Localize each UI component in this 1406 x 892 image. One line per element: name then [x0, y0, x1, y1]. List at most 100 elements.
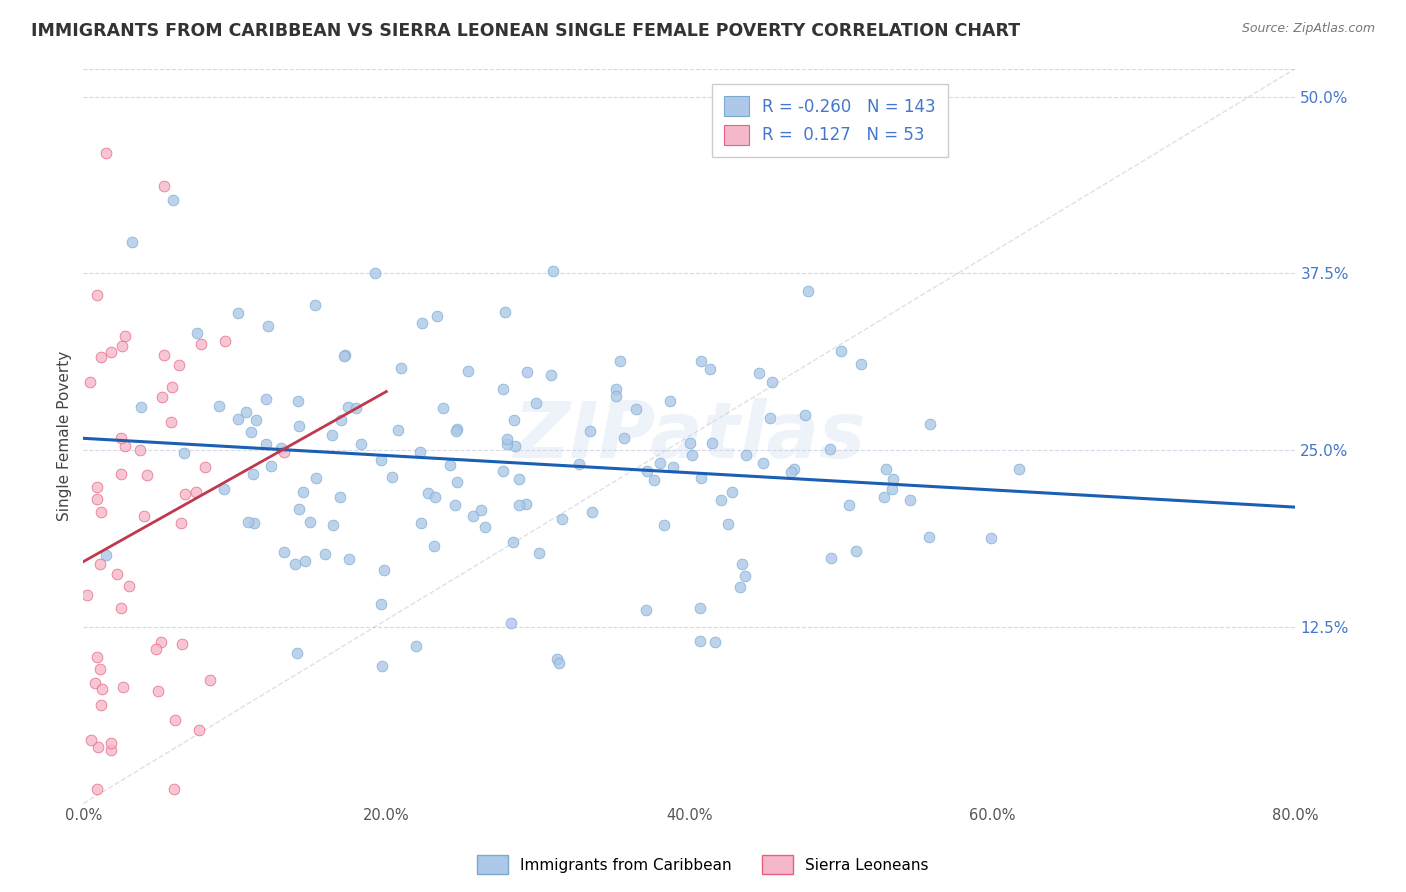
Point — [299, 515, 322, 529]
Text: ZIPatlas: ZIPatlas — [513, 398, 866, 474]
Point — [314, 547, 336, 561]
Point — [188, 723, 211, 737]
Point — [169, 358, 191, 372]
Point — [689, 471, 711, 485]
Point — [492, 464, 515, 478]
Point — [294, 554, 316, 568]
Point — [190, 336, 212, 351]
Point — [214, 334, 236, 349]
Point — [148, 684, 170, 698]
Point — [214, 482, 236, 496]
Point — [100, 345, 122, 359]
Point — [568, 457, 591, 471]
Point — [605, 382, 627, 396]
Point — [159, 415, 181, 429]
Point — [90, 505, 112, 519]
Point — [624, 402, 647, 417]
Point — [527, 546, 550, 560]
Point — [226, 412, 249, 426]
Point — [581, 505, 603, 519]
Point — [409, 516, 432, 531]
Point — [344, 401, 367, 416]
Point — [748, 366, 770, 380]
Point — [89, 557, 111, 571]
Point — [422, 539, 444, 553]
Point — [920, 417, 942, 432]
Point — [370, 453, 392, 467]
Point — [260, 459, 283, 474]
Point — [457, 364, 479, 378]
Point — [129, 442, 152, 457]
Point — [613, 431, 636, 445]
Point — [761, 375, 783, 389]
Point — [254, 437, 277, 451]
Point — [502, 535, 524, 549]
Point — [245, 412, 267, 426]
Point — [121, 235, 143, 249]
Point — [321, 427, 343, 442]
Point — [797, 284, 820, 298]
Point — [851, 357, 873, 371]
Point — [818, 442, 841, 456]
Point — [721, 485, 744, 500]
Point — [503, 439, 526, 453]
Point — [689, 353, 711, 368]
Point — [160, 380, 183, 394]
Point — [717, 517, 740, 532]
Point — [820, 551, 842, 566]
Point — [110, 431, 132, 445]
Point — [136, 467, 159, 482]
Point — [540, 368, 562, 382]
Point — [76, 588, 98, 602]
Point — [129, 400, 152, 414]
Point — [333, 349, 356, 363]
Point — [330, 413, 353, 427]
Point — [242, 467, 264, 482]
Point — [170, 516, 193, 530]
Point — [508, 498, 530, 512]
Point — [114, 329, 136, 343]
Point — [499, 616, 522, 631]
Point — [605, 389, 627, 403]
Point — [381, 470, 404, 484]
Point — [186, 326, 208, 340]
Point — [110, 467, 132, 482]
Point — [273, 445, 295, 459]
Point — [700, 436, 723, 450]
Point — [845, 544, 868, 558]
Point — [682, 448, 704, 462]
Point — [875, 461, 897, 475]
Point — [494, 305, 516, 319]
Point — [90, 698, 112, 712]
Point — [94, 548, 117, 562]
Point — [496, 432, 519, 446]
Point — [162, 193, 184, 207]
Point — [150, 390, 173, 404]
Point — [508, 472, 530, 486]
Point — [240, 425, 263, 439]
Text: Source: ZipAtlas.com: Source: ZipAtlas.com — [1241, 22, 1375, 36]
Point — [387, 423, 409, 437]
Point — [118, 579, 141, 593]
Point — [288, 418, 311, 433]
Point — [322, 518, 344, 533]
Point — [94, 146, 117, 161]
Point — [370, 597, 392, 611]
Point — [100, 736, 122, 750]
Point — [710, 493, 733, 508]
Point — [284, 557, 307, 571]
Point — [699, 362, 721, 376]
Point — [194, 460, 217, 475]
Point — [418, 485, 440, 500]
Point — [335, 348, 357, 362]
Point — [363, 266, 385, 280]
Point — [226, 306, 249, 320]
Point — [918, 530, 941, 544]
Point — [648, 456, 671, 470]
Point — [79, 376, 101, 390]
Point — [91, 681, 114, 696]
Point — [337, 552, 360, 566]
Point — [114, 439, 136, 453]
Point — [830, 343, 852, 358]
Point — [86, 491, 108, 506]
